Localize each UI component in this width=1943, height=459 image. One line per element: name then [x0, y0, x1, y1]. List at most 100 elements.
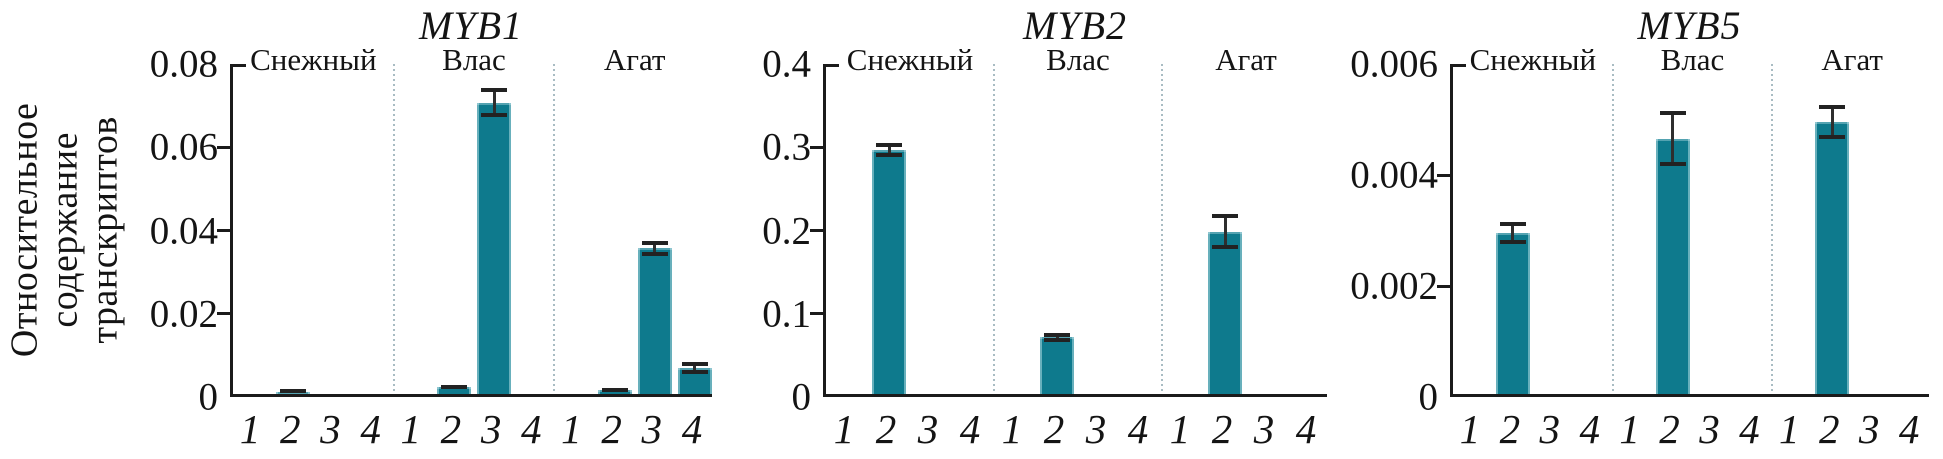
- chart-title: MYB2: [1023, 3, 1127, 48]
- y-tick-label: 0.002: [1350, 264, 1438, 308]
- x-tick-label: 1: [833, 406, 855, 452]
- x-tick-label: 3: [641, 406, 663, 452]
- x-tick-label: 1: [1169, 406, 1191, 452]
- axis-top-tick: [1453, 64, 1466, 67]
- error-cap-bottom: [280, 389, 307, 394]
- x-tick-label: 4: [360, 406, 381, 452]
- x-tick-label: 2: [875, 406, 897, 452]
- y-axis-label-line: Относительное: [3, 102, 46, 357]
- x-tick-label: 1: [239, 406, 261, 452]
- y-tick-label: 0: [1418, 375, 1439, 419]
- x-tick-label: 2: [1043, 406, 1065, 452]
- plot-area: Снежный Влас Агат: [1437, 42, 1929, 397]
- error-cap-top: [641, 240, 668, 245]
- error-cap-bottom: [876, 152, 902, 157]
- error-cap-bottom: [1044, 337, 1070, 342]
- x-tick-label: 4: [1898, 406, 1920, 452]
- x-tick-label: 3: [917, 406, 939, 452]
- error-bar: [1659, 110, 1686, 167]
- y-tick-label: 0.4: [762, 42, 811, 86]
- x-tick-label: 2: [440, 406, 462, 452]
- section-label: Снежный: [846, 42, 974, 77]
- error-whisker: [693, 361, 697, 374]
- error-cap-bottom: [641, 251, 668, 256]
- y-axis-tick: [1437, 173, 1450, 177]
- bar: [1495, 233, 1530, 394]
- x-tick-label: 2: [1659, 406, 1680, 452]
- error-cap-bottom: [1499, 240, 1526, 245]
- x-tick-label: 4: [959, 406, 981, 452]
- x-tick-label: 1: [1001, 406, 1023, 452]
- axis-top-tick: [826, 64, 839, 67]
- x-tick-label: 1: [400, 406, 422, 452]
- x-tick-label: 3: [320, 406, 341, 452]
- error-cap-bottom: [1659, 162, 1686, 167]
- bar: [637, 248, 672, 394]
- x-tick-label: 2: [280, 406, 301, 452]
- y-tick-label: 0: [791, 375, 812, 419]
- axis-top-tick: [233, 64, 246, 67]
- chart-panel-MYB5: MYB5 0.006 0.004 0.002 0 Снежный Влас Агат 1 2 3 4 1…: [1342, 0, 1932, 459]
- y-tick-label: 0.1: [762, 292, 811, 336]
- error-cap-top: [1499, 221, 1526, 226]
- y-tick-label: 0.02: [149, 292, 218, 336]
- y-axis-tick: [1437, 284, 1450, 288]
- error-bar: [876, 143, 902, 157]
- error-bar: [1499, 221, 1526, 245]
- error-bar: [681, 361, 708, 374]
- x-tick-label: 3: [480, 406, 502, 452]
- section-label: Агат: [1821, 42, 1883, 77]
- error-cap-top: [1212, 214, 1238, 219]
- y-tick-label: 0.006: [1350, 42, 1438, 86]
- plot-area: Снежный Влас Агат: [217, 42, 712, 397]
- error-cap-top: [876, 143, 902, 148]
- y-axis-label-text: Относительное содержание транскриптов: [3, 102, 125, 357]
- bar: [1040, 337, 1074, 394]
- error-cap-top: [681, 361, 708, 366]
- bar: [1208, 231, 1242, 394]
- y-axis-tick: [217, 312, 230, 316]
- y-axis-label-line: транскриптов: [82, 115, 125, 344]
- error-bar: [601, 387, 628, 392]
- y-tick-label: 0.3: [762, 125, 811, 169]
- x-tick-label: 2: [1818, 406, 1840, 452]
- error-whisker: [1511, 221, 1515, 245]
- section-label: Агат: [1215, 42, 1277, 77]
- section-label: Влас: [1046, 42, 1110, 77]
- chart-title: MYB1: [419, 3, 523, 48]
- section-divider: [993, 64, 995, 394]
- error-cap-bottom: [601, 387, 628, 392]
- error-whisker: [1223, 214, 1227, 250]
- error-cap-bottom: [681, 369, 708, 374]
- plot-area: Снежный Влас Агат: [810, 42, 1327, 397]
- error-whisker: [492, 88, 496, 118]
- x-tick-label: 2: [1499, 406, 1521, 452]
- section-label: Агат: [603, 42, 666, 77]
- x-tick-label: 1: [1779, 406, 1800, 452]
- x-tick-label: 4: [1295, 406, 1317, 452]
- error-cap-bottom: [1212, 245, 1238, 250]
- chart-panel-MYB1: MYB1 0.08 0.06 0.04 0.02 0 Снежный Влас Агат 1 2 3 4…: [130, 0, 715, 459]
- y-tick-label: 0.06: [149, 125, 218, 169]
- x-tick-label: 2: [601, 406, 622, 452]
- error-whisker: [1671, 110, 1675, 167]
- x-tick-label: 3: [1085, 406, 1107, 452]
- x-tick-label: 4: [1579, 406, 1600, 452]
- x-tick-label: 4: [681, 406, 703, 452]
- section-divider: [1611, 64, 1614, 394]
- bar: [597, 389, 632, 394]
- x-tick-label: 4: [521, 406, 542, 452]
- error-cap-bottom: [481, 113, 508, 118]
- y-tick-label: 0.08: [149, 42, 218, 86]
- x-tick-label: 3: [1253, 406, 1275, 452]
- y-axis-tick: [217, 229, 230, 232]
